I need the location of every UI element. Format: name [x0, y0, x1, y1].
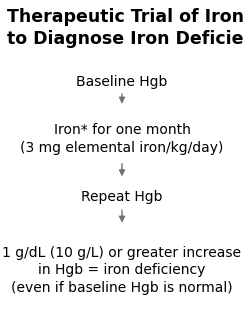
Text: Baseline Hgb: Baseline Hgb: [76, 75, 168, 89]
Text: Iron* for one month
(3 mg elemental iron/kg/day): Iron* for one month (3 mg elemental iron…: [20, 123, 224, 155]
Text: Therapeutic Trial of Iron
to Diagnose Iron Deficiency: Therapeutic Trial of Iron to Diagnose Ir…: [7, 8, 244, 47]
Text: 1 g/dL (10 g/L) or greater increase
in Hgb = iron deficiency
(even if baseline H: 1 g/dL (10 g/L) or greater increase in H…: [2, 245, 242, 295]
Text: Repeat Hgb: Repeat Hgb: [81, 190, 163, 204]
